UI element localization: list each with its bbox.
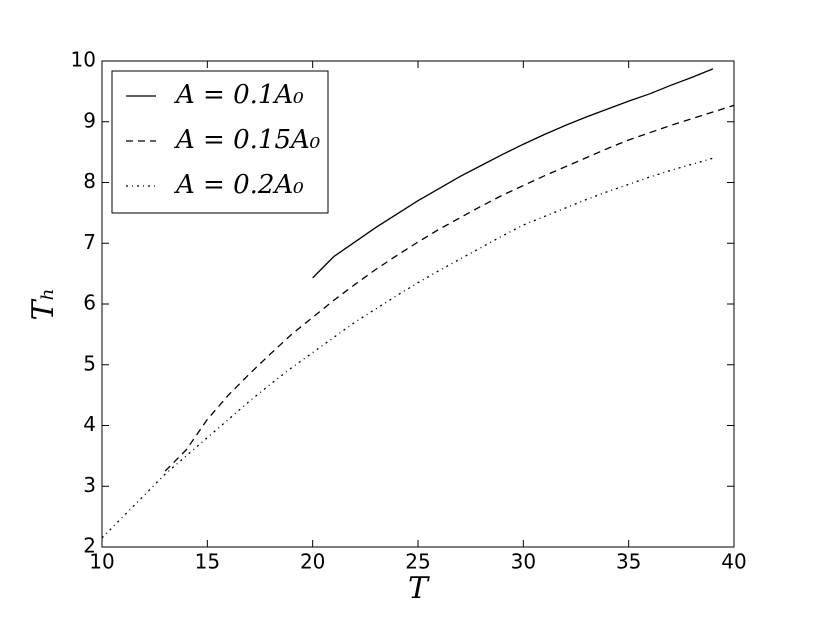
- x-tick-label: 10: [89, 550, 114, 574]
- x-tick-label: 35: [616, 550, 641, 574]
- legend-label: A = 0.2A₀: [174, 170, 304, 200]
- x-axis-label: T: [408, 571, 430, 606]
- legend-label: A = 0.15A₀: [174, 125, 321, 155]
- y-tick-label: 7: [83, 230, 96, 254]
- x-tick-label: 25: [405, 550, 430, 574]
- y-tick-label: 6: [83, 291, 96, 315]
- y-tick-label: 10: [71, 48, 96, 72]
- y-axis-label: Tₕ: [26, 288, 61, 321]
- x-tick-label: 30: [511, 550, 536, 574]
- y-tick-label: 9: [83, 108, 96, 132]
- y-tick-label: 8: [83, 169, 96, 193]
- y-tick-label: 3: [83, 473, 96, 497]
- y-tick-label: 2: [83, 534, 96, 558]
- x-tick-label: 15: [195, 550, 220, 574]
- y-tick-label: 4: [83, 412, 96, 436]
- line: [101, 157, 714, 539]
- y-tick-label: 5: [83, 351, 96, 375]
- x-tick-label: 40: [721, 550, 746, 574]
- legend-box: [111, 70, 329, 214]
- line: [164, 104, 735, 472]
- line: [312, 68, 714, 279]
- x-tick-label: 20: [300, 550, 325, 574]
- legend-label: A = 0.1A₀: [174, 80, 304, 110]
